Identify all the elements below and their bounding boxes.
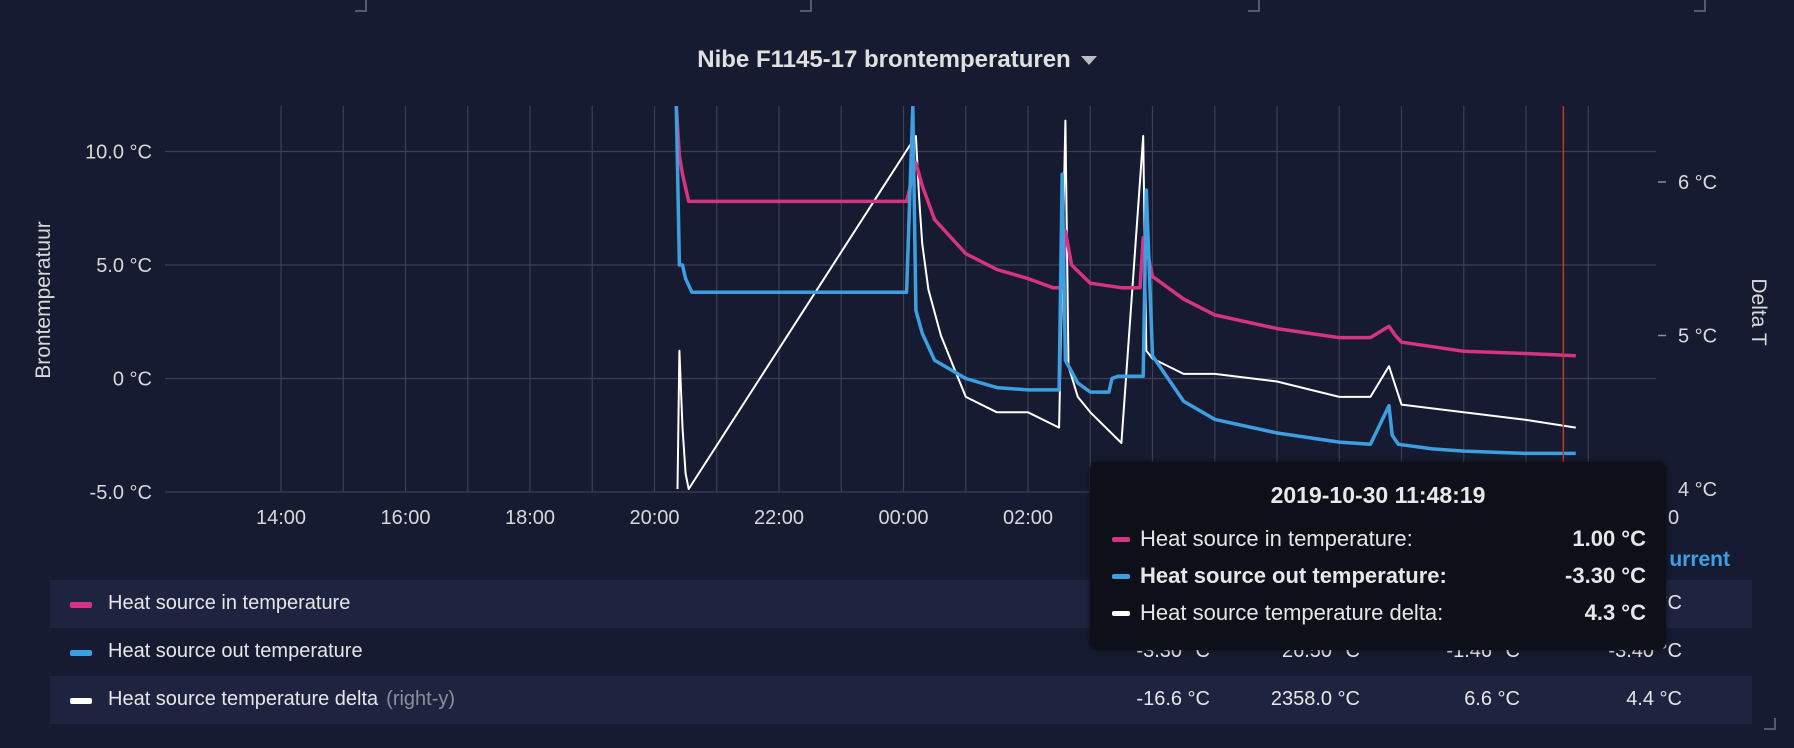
y2-tick-label: 5 °C [1678, 326, 1717, 348]
x-tick-label: 20:00 [629, 507, 679, 529]
tooltip-swatch [1112, 574, 1130, 579]
legend-value-current: 4.4 °C [1626, 688, 1682, 710]
y2-tick-label: 4 °C [1678, 479, 1717, 501]
y-tick-label: 0 °C [113, 369, 152, 391]
tooltip-label: Heat source temperature delta: [1140, 600, 1444, 625]
graph-tooltip: 2019-10-30 11:48:19 Heat source in tempe… [1090, 462, 1666, 650]
tooltip-value: 1.00 °C [1572, 526, 1646, 551]
y-tick-label: 5.0 °C [96, 255, 152, 277]
y-tick-label: -5.0 °C [90, 482, 152, 504]
y2-tick-label: 6 °C [1678, 172, 1717, 194]
panel-title-text: Nibe F1145-17 brontemperaturen [697, 46, 1071, 73]
tooltip-label: Heat source out temperature: [1140, 563, 1447, 588]
x-tick-label: 0 [1668, 507, 1679, 529]
legend-series-name[interactable]: Heat source temperature delta (right-y) [108, 688, 455, 711]
legend-series-name[interactable]: Heat source in temperature [108, 592, 350, 615]
series-line-temperature-delta [676, 119, 1576, 490]
y2-axis-label: Delta T [1747, 278, 1770, 345]
x-tick-label: 22:00 [754, 507, 804, 529]
panel-resize-corner [800, 0, 812, 12]
panel-resize-corner [355, 0, 367, 12]
legend-value-min: -16.6 °C [1136, 688, 1210, 710]
y-axis-label: Brontemperatuur [32, 221, 55, 379]
legend-series-name[interactable]: Heat source out temperature [108, 640, 363, 663]
tooltip-timestamp: 2019-10-30 11:48:19 [1270, 482, 1486, 508]
x-tick-label: 00:00 [878, 507, 928, 529]
panel-resize-corner [1694, 0, 1706, 12]
legend-series-label: Heat source temperature delta [108, 688, 379, 710]
x-tick-label: 02:00 [1003, 507, 1053, 529]
panel-resize-corner [1248, 0, 1260, 12]
legend-swatch[interactable] [70, 650, 92, 656]
series-line-heat-source-out [674, 106, 1576, 456]
series-group [674, 106, 1576, 490]
y-tick-label: 10.0 °C [85, 142, 152, 164]
tooltip-swatch [1112, 537, 1130, 542]
legend-value-avg: 6.6 °C [1464, 688, 1520, 710]
tooltip-row: Heat source out temperature: -3.30 °C [1112, 561, 1646, 591]
series-line-heat-source-in [674, 106, 1576, 358]
tooltip-swatch [1112, 611, 1130, 616]
legend-swatch[interactable] [70, 698, 92, 704]
x-tick-label: 18:00 [505, 507, 555, 529]
legend-series-label: Heat source out temperature [108, 640, 363, 662]
x-tick-label: 14:00 [256, 507, 306, 529]
legend-axis-tag: (right-y) [386, 688, 456, 710]
legend-swatch[interactable] [70, 602, 92, 608]
legend-series-label: Heat source in temperature [108, 592, 351, 614]
line-chart[interactable]: 10.0 °C 5.0 °C 0 °C -5.0 °C 6 °C 5 °C 4 °C 14:0… [0, 0, 1794, 580]
tooltip-value: 4.3 °C [1584, 600, 1646, 625]
legend-row[interactable]: Heat source temperature delta (right-y) -1… [50, 676, 1752, 724]
panel-title[interactable]: Nibe F1145-17 brontemperaturen [0, 46, 1794, 74]
panel-resize-corner[interactable] [1764, 718, 1776, 730]
tooltip-label: Heat source in temperature: [1140, 526, 1413, 551]
x-tick-label: 16:00 [380, 507, 430, 529]
legend-value-max: 2358.0 °C [1270, 688, 1360, 710]
tooltip-value: -3.30 °C [1565, 563, 1646, 588]
legend-header-current[interactable]: urrent [1669, 548, 1730, 571]
caret-down-icon[interactable] [1080, 56, 1097, 66]
tooltip-row: Heat source temperature delta: 4.3 °C [1112, 598, 1646, 628]
tooltip-row: Heat source in temperature: 1.00 °C [1112, 524, 1646, 554]
